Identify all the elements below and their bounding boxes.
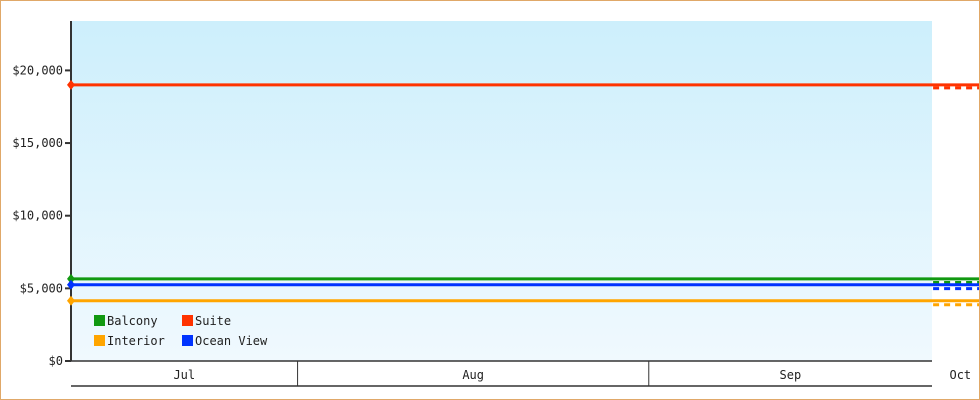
x-tick-label: Oct bbox=[949, 368, 971, 382]
plot-area bbox=[71, 21, 932, 361]
legend-swatch bbox=[94, 335, 105, 346]
y-tick-label: $15,000 bbox=[12, 136, 63, 150]
legend-swatch bbox=[94, 315, 105, 326]
series-line-interior bbox=[71, 299, 979, 303]
y-tick-label: $20,000 bbox=[12, 63, 63, 77]
series-line-balcony bbox=[71, 277, 979, 281]
data-point bbox=[67, 273, 75, 284]
x-tick-label: Aug bbox=[462, 368, 484, 382]
x-tick-label: Sep bbox=[780, 368, 802, 382]
data-point bbox=[67, 79, 75, 90]
y-tick-label: $0 bbox=[49, 354, 63, 368]
data-point bbox=[67, 279, 75, 290]
x-tick-label: Jul bbox=[173, 368, 195, 382]
legend-swatch bbox=[182, 335, 193, 346]
legend-label: Interior bbox=[107, 334, 165, 348]
legend-swatch bbox=[182, 315, 193, 326]
legend-label: Balcony bbox=[107, 314, 158, 328]
series-line-ocean-view bbox=[71, 283, 979, 287]
legend-label: Suite bbox=[195, 314, 231, 328]
data-point bbox=[67, 295, 75, 306]
y-tick-label: $10,000 bbox=[12, 209, 63, 223]
legend-label: Ocean View bbox=[195, 334, 268, 348]
y-tick-label: $5,000 bbox=[20, 281, 63, 295]
